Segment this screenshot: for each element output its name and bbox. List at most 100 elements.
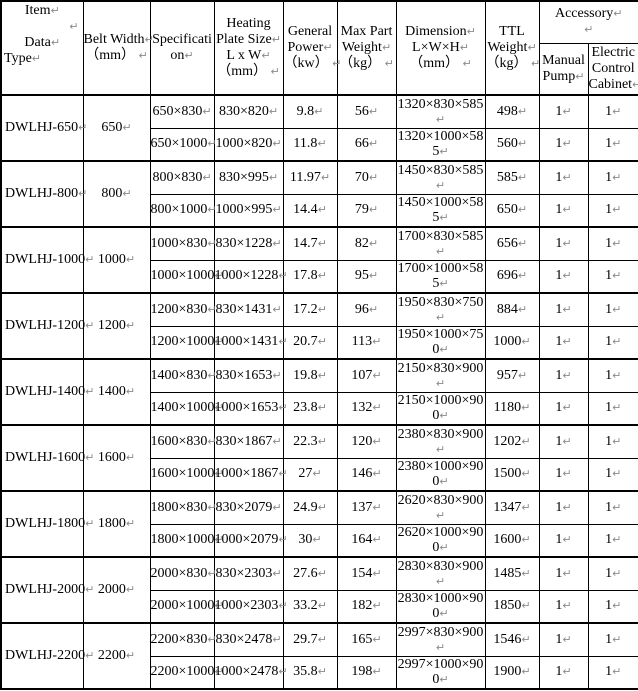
table-row: 1200×1000↵ 1000×1431↵ 20.7↵ 113↵ 1950×1000×7… — [1, 325, 638, 360]
header-line-text: Weight — [487, 40, 528, 55]
spec-cell: 1800×1000↵ — [149, 523, 224, 558]
max-weight-cell-value: 66 — [354, 136, 369, 152]
spec-cell: 1200×1000↵ — [149, 325, 224, 360]
manual-pump-cell-value: 1 — [555, 631, 563, 647]
electric-cabinet-cell-value: 1 — [605, 598, 613, 614]
electric-cabinet-cell-value: 1 — [605, 103, 613, 119]
manual-pump-cell-value: 1 — [555, 367, 563, 383]
header-line-text: L×W×H — [412, 40, 460, 55]
plate-size-cell-value: 830×2079 — [215, 499, 273, 515]
line-break-mark: ↵ — [439, 277, 449, 291]
line-break-mark: ↵ — [521, 566, 531, 580]
table-row: 2000×1000↵ 1000×2303↵ 33.2↵ 182↵ 2830×1000×9… — [1, 589, 638, 624]
plate-size-cell-value: 830×820 — [218, 103, 269, 119]
power-cell-value: 22.3 — [293, 433, 318, 449]
max-weight-cell-value: 113 — [351, 334, 373, 350]
plate-size-cell-value: 830×1228 — [215, 235, 273, 251]
line-break-mark: ↵ — [562, 665, 572, 679]
spec-cell: 1400×1000↵ — [149, 391, 224, 426]
belt-width-cell: 1400↵ — [82, 358, 151, 426]
ttl-weight-cell-value: 696 — [496, 268, 518, 284]
line-break-mark: ↵ — [278, 665, 288, 679]
header-line: Specificati — [151, 32, 214, 48]
line-break-mark: ↵ — [612, 368, 622, 382]
belt-width-header: Belt Width↵ （mm） ↵ — [82, 0, 154, 96]
line-break-mark: ↵ — [207, 236, 217, 250]
header-line-text: General — [287, 24, 333, 39]
electric-cabinet-cell: 1↵ — [587, 94, 638, 129]
ttl-weight-cell-value: 650 — [496, 202, 518, 218]
electric-cabinet-cell: 1↵ — [587, 127, 638, 162]
dimension-cell-value: 1950×1000×750 — [397, 327, 484, 358]
spec-cell: 800×1000↵ — [149, 193, 217, 228]
power-cell-value: 29.7 — [293, 631, 318, 647]
spec-cell: 2200×1000↵ — [149, 655, 224, 690]
ttl-weight-cell-value: 1850 — [493, 598, 522, 614]
header-line: Item↵ — [2, 3, 83, 19]
line-break-mark: ↵ — [562, 269, 572, 283]
spec-cell-value: 2000×830 — [150, 565, 208, 581]
line-break-mark: ↵ — [317, 137, 327, 151]
line-break-mark: ↵ — [125, 451, 136, 464]
spec-cell-value: 2200×830 — [150, 631, 208, 647]
max-weight-cell: 137↵ — [336, 490, 397, 525]
corner-header: Item↵ ↵ Data↵ Type↵ — [0, 0, 84, 96]
specification-header: Specificati on↵ — [149, 0, 215, 96]
line-break-mark: ↵ — [612, 632, 622, 646]
header-line-text: （kg） — [339, 56, 385, 71]
plate-size-cell: 1000×1228↵ — [213, 259, 288, 294]
spec-cell: 2000×1000↵ — [149, 589, 224, 624]
ttl-weight-cell-value: 1900 — [493, 664, 522, 680]
max-weight-cell-value: 95 — [354, 268, 369, 284]
line-break-mark: ↵ — [317, 269, 327, 283]
ttl-weight-cell-value: 1347 — [493, 499, 522, 515]
line-break-mark: ↵ — [562, 236, 572, 250]
line-break-mark: ↵ — [314, 104, 324, 118]
line-break-mark: ↵ — [268, 170, 279, 184]
line-break-mark: ↵ — [312, 533, 322, 547]
power-cell: 19.8↵ — [282, 358, 338, 393]
line-break-mark: ↵ — [69, 20, 79, 33]
belt-width-cell-value: 800 — [101, 186, 123, 201]
plate-size-cell-value: 830×1653 — [215, 367, 273, 383]
plate-size-cell: 830×995↵ — [213, 160, 284, 195]
plate-size-cell: 830×1653↵ — [213, 358, 284, 393]
line-break-mark: ↵ — [207, 434, 217, 448]
line-break-mark: ↵ — [312, 467, 322, 481]
line-break-mark: ↵ — [517, 137, 528, 151]
model-cell-value: DWLHJ-800 — [5, 186, 79, 201]
model-cell-value: DWLHJ-650 — [5, 120, 79, 135]
power-cell-value: 9.8 — [296, 103, 315, 119]
power-cell-value: 27 — [298, 466, 313, 482]
line-break-mark: ↵ — [562, 137, 572, 151]
line-break-mark: ↵ — [384, 57, 394, 70]
belt-width-cell: 800↵ — [82, 160, 151, 228]
header-line-text: Cabinet — [588, 76, 633, 92]
line-break-mark: ↵ — [435, 640, 446, 654]
dimension-cell: 2997×1000×900↵ — [395, 655, 486, 690]
model-cell: DWLHJ-2200↵ — [0, 622, 94, 690]
manual-pump-cell: 1↵ — [538, 655, 589, 690]
line-break-mark: ↵ — [517, 269, 528, 283]
line-break-mark: ↵ — [317, 599, 327, 613]
dimension-header: Dimension↵ L×W×H↵ （mm） ↵ — [395, 0, 486, 96]
dimension-cell: 1950×830×750↵ — [395, 292, 486, 327]
power-cell-value: 33.2 — [293, 598, 318, 614]
model-cell-value: DWLHJ-1600 — [5, 450, 86, 465]
dimension-cell: 2150×1000×900↵ — [395, 391, 486, 426]
header-line: （kg） ↵ — [338, 56, 396, 72]
dimension-cell: 2620×1000×900↵ — [395, 523, 486, 558]
header-line: Manual — [540, 53, 588, 69]
plate-size-cell: 830×2303↵ — [213, 556, 284, 591]
ttl-weight-cell-value: 1546 — [493, 631, 522, 647]
dimension-cell-value: 2150×1000×900 — [397, 393, 484, 424]
max-weight-cell: 66↵ — [336, 127, 397, 162]
line-break-mark: ↵ — [368, 137, 379, 151]
spec-cell-value: 1000×830 — [150, 235, 208, 251]
spec-cell-value: 2000×1000 — [150, 598, 215, 614]
max-weight-cell-value: 137 — [351, 499, 373, 515]
manual-pump-cell: 1↵ — [538, 490, 589, 525]
table-row: DWLHJ-1800↵ 1800↵ 1800×830↵ 830×2079↵ 24.9↵ 1… — [0, 490, 638, 558]
plate-size-cell-value: 1000×1653 — [214, 400, 279, 416]
model-cell: DWLHJ-2000↵ — [0, 556, 94, 624]
